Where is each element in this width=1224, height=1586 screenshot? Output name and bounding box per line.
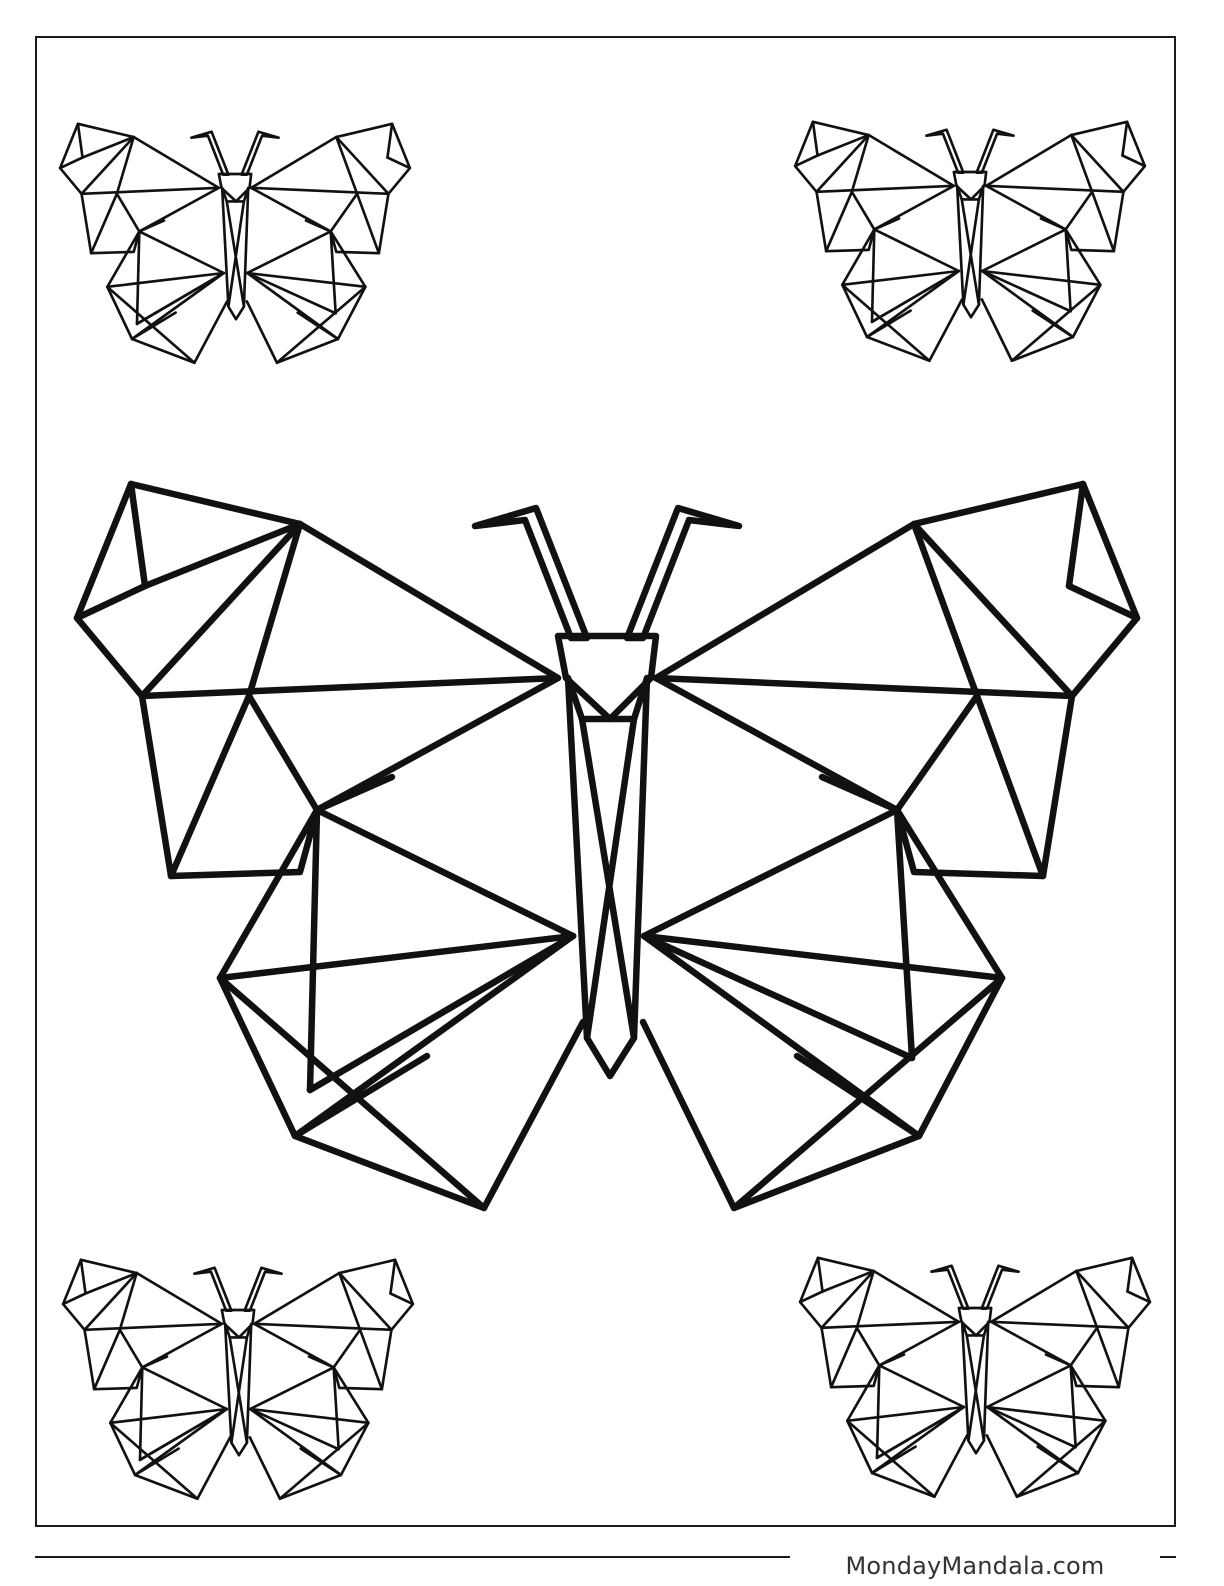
footer: MondayMandala.com [790, 1546, 1160, 1586]
butterfly-small-bottom-left [62, 1259, 414, 1499]
footer-rule-left [35, 1556, 808, 1558]
butterfly-small-top-left [59, 123, 411, 363]
butterfly-small-bottom-right [799, 1257, 1151, 1497]
site-credit[interactable]: MondayMandala.com [845, 1552, 1105, 1580]
butterfly-large [76, 483, 1138, 1209]
page-border [35, 36, 1176, 1527]
butterfly-small-top-right [794, 121, 1146, 361]
